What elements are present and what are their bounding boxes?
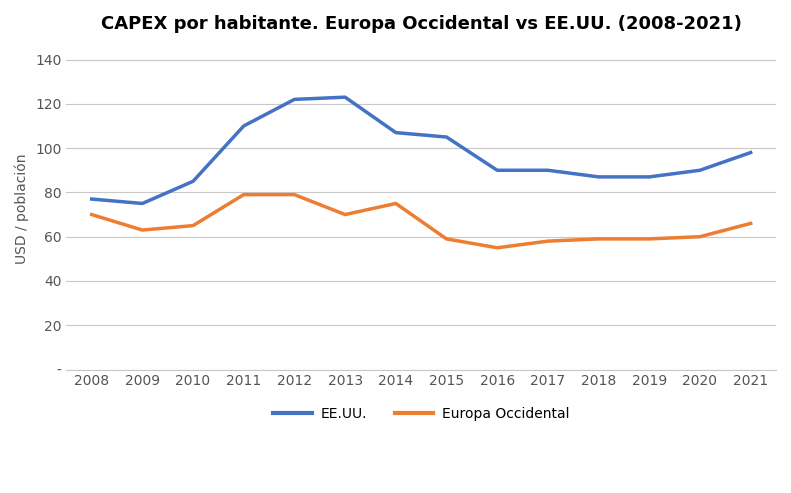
Europa Occidental: [746, 220, 755, 226]
Line: Europa Occidental: Europa Occidental: [92, 195, 751, 248]
Europa Occidental: [290, 192, 299, 198]
EE.UU.: [290, 97, 299, 103]
Europa Occidental: [543, 238, 553, 244]
EE.UU.: [594, 174, 604, 180]
Y-axis label: USD / población: USD / población: [15, 154, 29, 264]
EE.UU.: [746, 149, 755, 155]
EE.UU.: [645, 174, 654, 180]
Europa Occidental: [695, 234, 705, 240]
EE.UU.: [391, 130, 400, 136]
Legend: EE.UU., Europa Occidental: EE.UU., Europa Occidental: [267, 402, 575, 427]
EE.UU.: [493, 167, 502, 173]
EE.UU.: [87, 196, 97, 202]
Europa Occidental: [138, 227, 147, 233]
Europa Occidental: [340, 211, 350, 217]
EE.UU.: [138, 201, 147, 207]
Line: EE.UU.: EE.UU.: [92, 97, 751, 204]
EE.UU.: [188, 178, 198, 184]
Europa Occidental: [441, 236, 451, 242]
EE.UU.: [239, 123, 248, 129]
EE.UU.: [543, 167, 553, 173]
EE.UU.: [340, 94, 350, 100]
Europa Occidental: [493, 245, 502, 251]
EE.UU.: [695, 167, 705, 173]
Europa Occidental: [188, 223, 198, 229]
Europa Occidental: [645, 236, 654, 242]
Europa Occidental: [239, 192, 248, 198]
Europa Occidental: [87, 211, 97, 217]
Title: CAPEX por habitante. Europa Occidental vs EE.UU. (2008-2021): CAPEX por habitante. Europa Occidental v…: [100, 15, 742, 33]
Europa Occidental: [594, 236, 604, 242]
EE.UU.: [441, 134, 451, 140]
Europa Occidental: [391, 201, 400, 207]
